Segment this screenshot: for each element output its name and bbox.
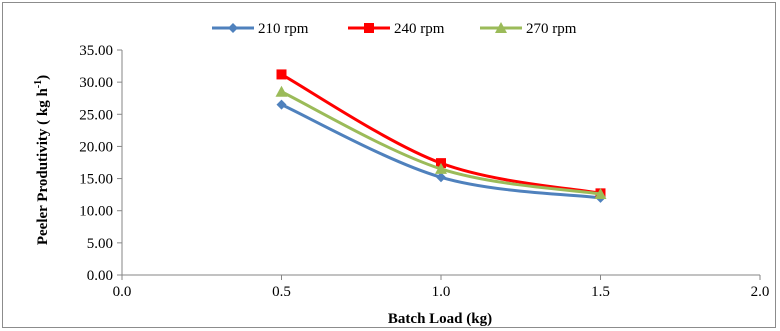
y-axis-title: Peeler Produtivity ( kg h-1): [33, 75, 51, 245]
data-point: [436, 172, 446, 183]
chart-frame: [2, 2, 776, 328]
x-tick-label: 1.0: [432, 284, 451, 300]
legend-marker: [228, 23, 238, 33]
axes: 0.00 5.00 10.00 15.00 20.00 25.00 30.00 35.00 0.…: [79, 43, 769, 300]
legend-marker: [495, 22, 507, 33]
y-axis-title-sup: -1: [33, 80, 44, 88]
data-point: [275, 85, 288, 97]
x-tick-label: 0.0: [113, 284, 132, 300]
x-tick-label: 2.0: [751, 284, 770, 300]
legend-label: 270 rpm: [526, 21, 577, 37]
y-tick-label: 10.00: [79, 204, 113, 220]
y-tick-label: 20.00: [79, 139, 113, 155]
legend-label: 240 rpm: [394, 21, 445, 37]
data-point: [276, 99, 287, 110]
series-group: [275, 69, 607, 203]
data-point: [594, 188, 607, 199]
legend-marker: [364, 23, 374, 33]
series-270-rpm: [275, 85, 607, 199]
y-tick-label: 30.00: [79, 75, 113, 91]
y-tick-label: 5.00: [87, 236, 113, 252]
legend: 210 rpm 240 rpm 270 rpm: [212, 21, 577, 37]
data-point: [435, 162, 447, 174]
legend-item: 210 rpm: [212, 21, 309, 37]
legend-item: 240 rpm: [348, 21, 445, 37]
x-axis-title: Batch Load (kg): [388, 311, 492, 327]
y-tick-label: 35.00: [79, 43, 113, 59]
data-point: [276, 69, 287, 80]
legend-label: 210 rpm: [258, 21, 309, 37]
legend-item: 270 rpm: [480, 21, 577, 37]
y-tick-label: 0.00: [87, 268, 113, 284]
y-axis-title-text: Peeler Produtivity ( kg h: [35, 88, 51, 246]
y-axis-title-close: ): [35, 75, 51, 80]
y-tick-label: 25.00: [79, 107, 113, 123]
x-tick-label: 1.5: [591, 284, 610, 300]
x-tick-label: 0.5: [272, 284, 291, 300]
y-tick-label: 15.00: [79, 172, 113, 188]
